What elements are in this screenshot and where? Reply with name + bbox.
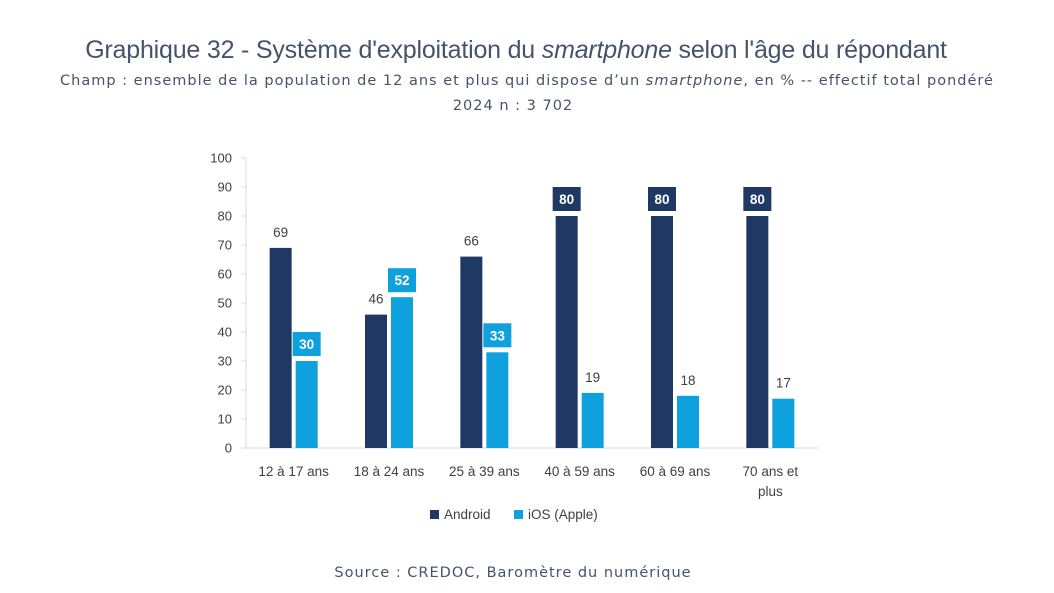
data-label: 17 bbox=[776, 376, 791, 391]
bars bbox=[269, 216, 795, 448]
bar-android bbox=[746, 216, 769, 448]
y-tick-label: 40 bbox=[218, 325, 232, 340]
data-label: 52 bbox=[394, 273, 409, 288]
chart-title: Graphique 32 - Système d'exploitation du… bbox=[85, 36, 947, 64]
x-tick-label: 60 à 69 ans bbox=[640, 464, 711, 479]
y-tick-label: 20 bbox=[218, 383, 232, 398]
data-label-box bbox=[483, 323, 512, 348]
data-label: 33 bbox=[490, 328, 506, 343]
data-label: 80 bbox=[559, 192, 574, 207]
legend-swatch-ios bbox=[514, 510, 523, 519]
bar-ios bbox=[581, 392, 604, 448]
data-label: 66 bbox=[464, 234, 479, 249]
data-label: 46 bbox=[368, 292, 383, 307]
data-label: 80 bbox=[750, 192, 765, 207]
y-tick-label: 100 bbox=[210, 151, 232, 166]
y-tick-label: 70 bbox=[218, 238, 232, 253]
legend-swatch-android bbox=[430, 510, 439, 519]
data-label-box bbox=[743, 187, 772, 211]
bar-android bbox=[555, 216, 578, 448]
chart-subtitle: Champ : ensemble de la population de 12 … bbox=[60, 73, 994, 89]
y-tick-label: 30 bbox=[218, 354, 232, 369]
data-label-box bbox=[388, 268, 416, 293]
data-label: 69 bbox=[273, 225, 288, 240]
data-label: 19 bbox=[585, 370, 600, 385]
x-tick-label: 70 ans et bbox=[743, 464, 799, 479]
x-tick-label: 18 à 24 ans bbox=[354, 464, 425, 479]
source-note: Source : CREDOC, Baromètre du numérique bbox=[334, 565, 692, 581]
y-tick-label: 50 bbox=[218, 296, 232, 311]
legend-label-ios: iOS (Apple) bbox=[528, 507, 598, 522]
data-label: 18 bbox=[680, 373, 695, 388]
legend-label-android: Android bbox=[444, 507, 491, 522]
y-axis: 0 10 20 30 40 50 60 70 80 90 100 bbox=[210, 151, 247, 456]
y-tick-label: 10 bbox=[218, 412, 232, 427]
x-tick-label: plus bbox=[758, 484, 783, 499]
bar-ios bbox=[486, 352, 509, 448]
bar-ios bbox=[391, 297, 413, 448]
x-tick-label: 25 à 39 ans bbox=[449, 464, 520, 479]
data-label-box bbox=[648, 187, 676, 211]
data-label-box bbox=[292, 332, 321, 356]
bar-ios bbox=[772, 398, 795, 448]
bar-android bbox=[365, 314, 387, 448]
y-tick-label: 80 bbox=[218, 209, 232, 224]
x-axis: 12 à 17 ans 18 à 24 ans 25 à 39 ans 40 à 59… bbox=[246, 447, 818, 499]
x-tick-label: 12 à 17 ans bbox=[258, 464, 329, 479]
bar-android bbox=[651, 216, 673, 448]
bar-android bbox=[269, 247, 292, 448]
bar-android bbox=[460, 256, 483, 448]
data-label-box bbox=[552, 187, 581, 211]
data-label: 80 bbox=[654, 192, 669, 207]
data-labels: 69 30 46 52 66 33 80 19 80 18 80 17 bbox=[273, 187, 791, 391]
legend: Android iOS (Apple) bbox=[430, 507, 598, 522]
chart-sample-size: 2024 n : 3 702 bbox=[452, 98, 574, 114]
y-tick-label: 0 bbox=[225, 441, 232, 456]
bar-ios bbox=[677, 395, 699, 448]
y-tick-label: 90 bbox=[218, 180, 232, 195]
y-tick-label: 60 bbox=[218, 267, 232, 282]
bar-ios bbox=[295, 361, 318, 448]
data-label: 30 bbox=[299, 337, 314, 352]
x-tick-label: 40 à 59 ans bbox=[544, 464, 615, 479]
